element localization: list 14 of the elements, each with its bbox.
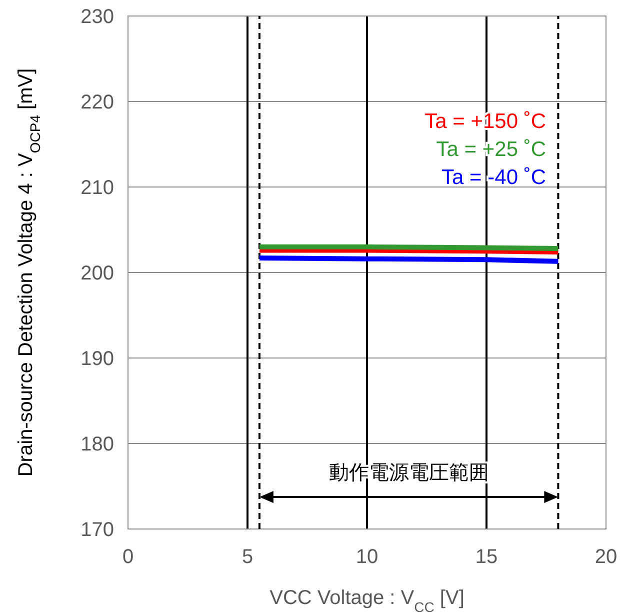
y-tick-label: 180 [80,434,114,456]
y-tick-label: 170 [80,519,114,541]
y-tick-label: 220 [80,92,114,114]
x-tick-label: 15 [475,546,498,568]
x-tick-label: 10 [356,546,378,568]
x-axis-title: VCC Voltage : V$_{CC}$ [V] [270,587,464,612]
y-tick-label: 190 [80,348,114,370]
y-tick-label: 200 [80,262,114,284]
y-tick-label: 230 [80,6,114,28]
y-tick-label: 210 [80,177,114,199]
x-tick-label: 20 [594,546,618,568]
x-tick-label: 0 [122,546,134,568]
x-tick-label: 5 [242,546,254,568]
text: Ta = -40 ˚C [442,166,546,189]
